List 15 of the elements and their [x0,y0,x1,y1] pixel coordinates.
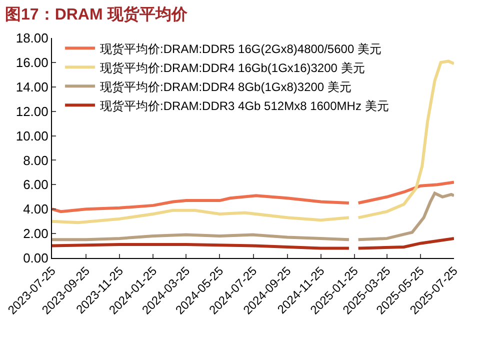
y-tick-label: 12.00 [16,104,48,119]
legend-label: 现货平均价:DRAM:DDR4 8Gb(1Gx8)3200 美元 [100,80,352,94]
y-tick-label: 6.00 [23,177,48,192]
legend-label: 现货平均价:DRAM:DDR5 16G(2Gx8)4800/5600 美元 [100,42,382,56]
y-tick-label: 4.00 [23,202,48,217]
y-tick-label: 10.00 [16,128,48,144]
y-tick-label: 14.00 [16,79,48,94]
y-tick-label: 0.00 [23,250,48,266]
y-tick-label: 8.00 [23,152,48,168]
y-tick-label: 18.00 [16,30,48,46]
legend-label: 现货平均价:DRAM:DDR3 4Gb 512Mx8 1600MHz 美元 [100,98,389,113]
y-tick-label: 2.00 [23,226,48,242]
y-tick-label: 16.00 [16,54,48,70]
chart-title: 图17：DRAM 现货平均价 [5,6,188,24]
legend-label: 现货平均价:DRAM:DDR4 16Gb(1Gx16)3200 美元 [100,60,365,75]
